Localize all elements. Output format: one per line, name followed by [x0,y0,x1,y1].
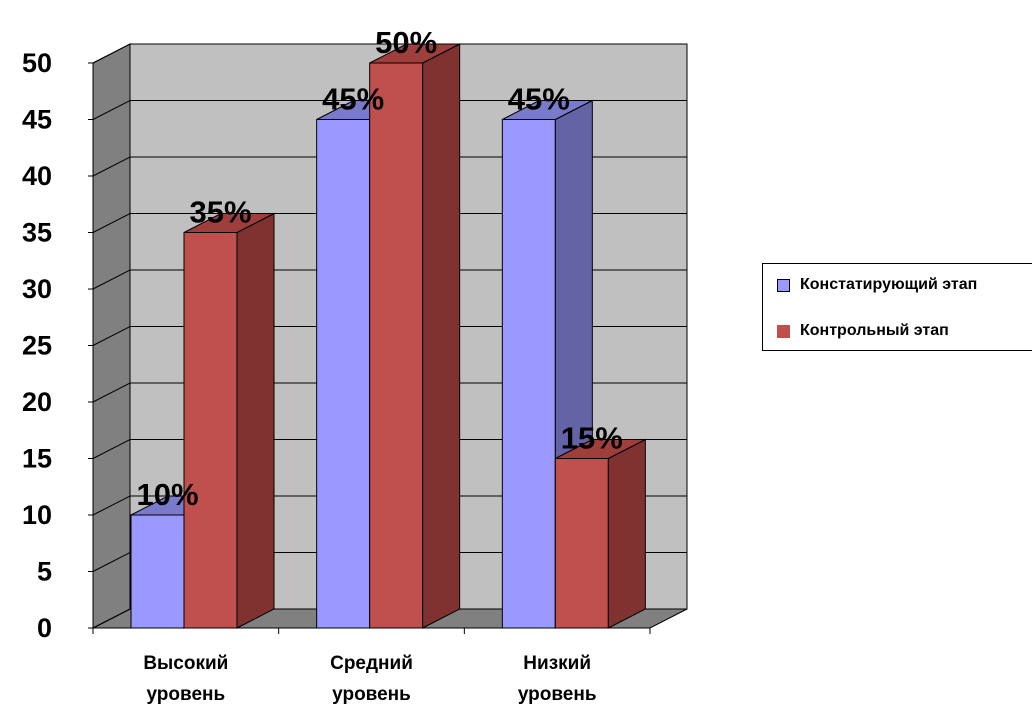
bar-2-1 [183,232,238,629]
legend-swatch-series-2 [777,324,790,338]
y-tick-label: 15 [22,444,52,474]
gridline [92,100,687,120]
bar-side-2-1 [236,212,275,629]
y-tick-label: 40 [22,161,52,191]
x-category-label-1-line-1: Высокий [143,653,228,674]
gridline [92,269,687,290]
y-tick-label: 50 [22,48,52,78]
y-tick-label: 45 [22,105,52,135]
data-label-2-1: 35% [189,195,251,230]
legend-label-series-1: Констатирующий этап [800,276,978,293]
y-tick-label: 35 [22,218,52,248]
gridline [92,552,687,572]
legend-label-series-2: Контрольный этап [800,322,949,339]
bar-1-3 [501,119,556,629]
data-label-2-2: 50% [375,25,437,60]
gridline [92,213,687,233]
data-label-1-3: 45% [508,82,570,117]
legend: Констатирующий этап Контрольный этап [762,263,1032,351]
x-category-label-2-line-1: Средний [330,653,413,674]
y-tick-label: 30 [22,274,52,304]
bar-2-3 [554,458,609,629]
bar-side-2-2 [422,43,461,629]
x-category-label-1-line-2: уровень [146,684,225,705]
gridline [92,495,687,516]
data-label-2-3: 15% [561,421,623,456]
y-tick-label: 25 [22,331,52,361]
bar-2-2 [369,62,424,629]
gridline [92,439,687,459]
gridline [92,382,687,403]
y-tick-label: 20 [22,387,52,417]
bar-1-2 [316,119,371,629]
x-category-label-2-line-2: уровень [332,684,411,705]
gridline [92,43,687,64]
gridline [92,156,687,177]
gridline [92,326,687,346]
bar-top-1-3 [502,100,593,120]
x-category-label-3-line-2: уровень [518,684,597,705]
y-tick-label: 0 [37,613,52,643]
legend-swatch-series-1 [777,278,790,292]
x-category-label-3-line-1: Низкий [523,653,591,674]
legend-item-series-1: Констатирующий этап [777,276,977,294]
bar-top-2-1 [183,213,275,233]
gridline [92,608,687,629]
data-label-1-1: 10% [136,477,198,512]
legend-item-series-2: Контрольный этап [777,322,949,340]
y-tick-label: 10 [22,500,52,530]
bar-side-2-3 [607,438,646,629]
bar-1-1 [130,514,185,629]
data-label-1-2: 45% [322,82,384,117]
bar-top-2-3 [555,439,646,459]
bar-top-2-2 [369,43,460,64]
y-tick-label: 5 [37,557,52,587]
